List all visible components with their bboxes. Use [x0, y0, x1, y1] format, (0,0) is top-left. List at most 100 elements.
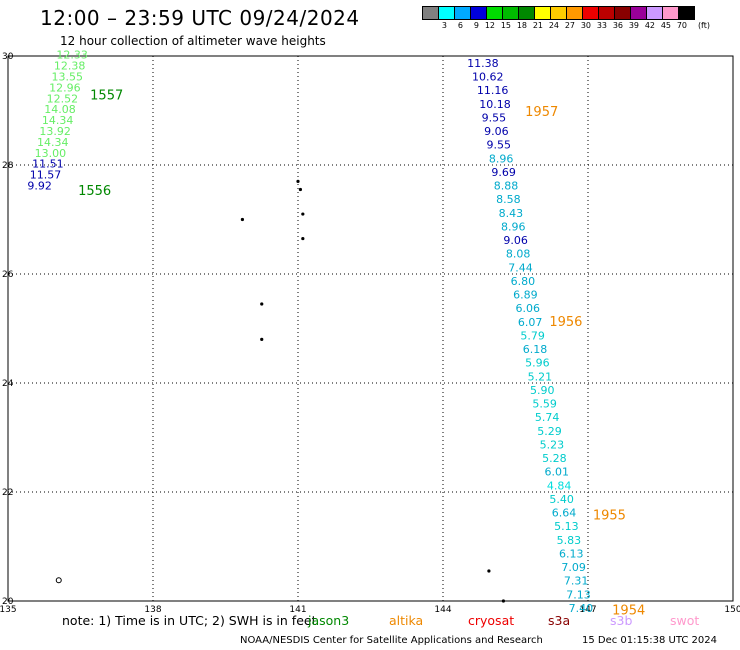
- pass-time-label: 1955: [593, 508, 626, 523]
- color-scale-tick-label: 18: [516, 21, 527, 30]
- island-dot: [260, 302, 264, 306]
- color-scale-tick-label: 39: [628, 21, 639, 30]
- color-scale-tick-label: 24: [548, 21, 559, 30]
- lon-tick-label: 141: [289, 605, 306, 615]
- color-scale-tick-label: 3: [441, 21, 447, 30]
- color-scale-unit: (ft): [697, 21, 710, 30]
- wave-height-label: 9.55: [482, 111, 507, 124]
- wave-height-label: 4.84: [547, 479, 572, 492]
- map-frame: [7, 55, 734, 602]
- wave-height-label: 12.38: [54, 60, 86, 73]
- island-dot: [501, 599, 506, 603]
- wave-height-label: 12.33: [56, 49, 87, 62]
- wave-height-label: 11.57: [30, 169, 62, 182]
- wave-height-label: 8.88: [494, 180, 519, 193]
- wave-height-label: 7.40: [569, 602, 594, 615]
- lat-tick-label: 30: [2, 52, 14, 62]
- wave-height-label: 9.55: [487, 139, 512, 152]
- wave-height-label: 8.08: [506, 248, 531, 261]
- sat-altika: altika: [389, 613, 424, 628]
- pass-time-label: 1957: [525, 105, 558, 120]
- wave-height-label: 13.92: [39, 125, 71, 138]
- wave-height-label: 9.92: [27, 180, 52, 193]
- wave-height-label: 12.52: [47, 92, 79, 105]
- island-dot: [301, 212, 305, 216]
- wave-height-label: 14.08: [44, 103, 76, 116]
- wave-height-label: 6.01: [545, 466, 570, 479]
- wave-height-label: 11.16: [477, 84, 509, 97]
- color-scale-labels: 3 6 9 12 15 18 21 24 27 30 33 36 39 42 45 70 (ft): [422, 21, 740, 33]
- color-scale-tick-label: 42: [644, 21, 655, 30]
- wave-height-label: 6.18: [523, 343, 548, 356]
- wave-height-label: 8.96: [501, 220, 526, 233]
- color-scale-tick-label: 45: [660, 21, 671, 30]
- wave-height-label: 6.89: [513, 289, 538, 302]
- sat-cryosat: cryosat: [468, 613, 515, 628]
- pass-time-label: 1556: [78, 184, 111, 199]
- lat-tick-label: 24: [2, 379, 14, 389]
- wave-height-label: 5.83: [557, 534, 582, 547]
- pass-time-label: 1557: [90, 89, 123, 104]
- wave-height-label: 7.31: [564, 575, 589, 588]
- units-note: note: 1) Time is in UTC; 2) SWH is in fe…: [62, 613, 317, 628]
- color-scale-tick-label: 15: [500, 21, 511, 30]
- lon-tick-label: 138: [144, 605, 161, 615]
- wave-height-label: 8.96: [489, 152, 513, 165]
- lon-tick-label: 144: [434, 605, 451, 615]
- pass-time-label: 1956: [549, 315, 582, 330]
- wave-height-label: 5.29: [537, 425, 562, 438]
- color-scale-tick-label: 36: [612, 21, 623, 30]
- island-dot: [240, 217, 245, 222]
- wave-height-label: 5.40: [549, 493, 574, 506]
- wave-height-label: 12.96: [49, 81, 80, 94]
- color-scale-tick-label: 6: [457, 21, 463, 30]
- wave-height-label: 5.79: [520, 329, 545, 342]
- lon-tick-label: 135: [0, 605, 17, 615]
- wave-height-label: 11.51: [32, 158, 64, 171]
- footer-credit: NOAA/NESDIS Center for Satellite Applica…: [240, 635, 543, 646]
- wave-height-label: 11.38: [467, 57, 499, 70]
- wave-height-label: 10.62: [472, 71, 504, 84]
- color-swatch: [678, 6, 695, 20]
- page-subtitle: 12 hour collection of altimeter wave hei…: [60, 34, 326, 48]
- pass-time-label: 1954: [612, 604, 645, 619]
- wave-height-label: 7.13: [566, 588, 591, 601]
- island-dot: [296, 179, 300, 183]
- color-scale-tick-label: 12: [484, 21, 495, 30]
- wave-height-label: 9.06: [503, 234, 527, 247]
- color-scale-tick-label: 30: [580, 21, 591, 30]
- wave-height-label: 13.55: [52, 71, 84, 84]
- wave-height-label: 13.00: [35, 147, 66, 160]
- lat-tick-label: 22: [2, 488, 13, 498]
- lat-tick-label: 20: [2, 597, 14, 607]
- wave-height-label: 7.44: [508, 261, 533, 274]
- wave-height-label: 5.13: [554, 520, 579, 533]
- wave-height-label: 7.09: [561, 561, 586, 574]
- lon-tick-label: 147: [579, 605, 596, 615]
- wave-height-label: 6.07: [518, 316, 543, 329]
- color-scale-tick-label: 27: [564, 21, 575, 30]
- wave-height-label: 5.28: [542, 452, 567, 465]
- island-dot: [487, 569, 491, 573]
- wave-height-label: 8.43: [499, 207, 524, 220]
- wave-height-label: 8.58: [496, 193, 520, 206]
- wave-height-label: 9.69: [491, 166, 516, 179]
- sat-swot: swot: [670, 613, 700, 628]
- wave-height-label: 5.74: [535, 411, 560, 424]
- color-scale-tick-label: 70: [676, 21, 687, 30]
- sat-jason3: jason3: [308, 613, 350, 628]
- wave-height-label: 14.34: [42, 114, 73, 127]
- sat-s3a: s3a: [548, 613, 571, 628]
- island-dot: [298, 187, 303, 192]
- island-dot: [260, 337, 264, 341]
- color-scale-tick-label: 33: [596, 21, 607, 30]
- lat-tick-label: 28: [2, 161, 14, 171]
- wave-height-label: 5.23: [540, 438, 565, 451]
- island-dot: [301, 236, 305, 241]
- wave-height-label: 10.18: [479, 98, 511, 111]
- sat-s3b: s3b: [610, 613, 633, 628]
- color-scale-tick-label: 9: [473, 21, 479, 30]
- color-scale-tick-label: 21: [532, 21, 543, 30]
